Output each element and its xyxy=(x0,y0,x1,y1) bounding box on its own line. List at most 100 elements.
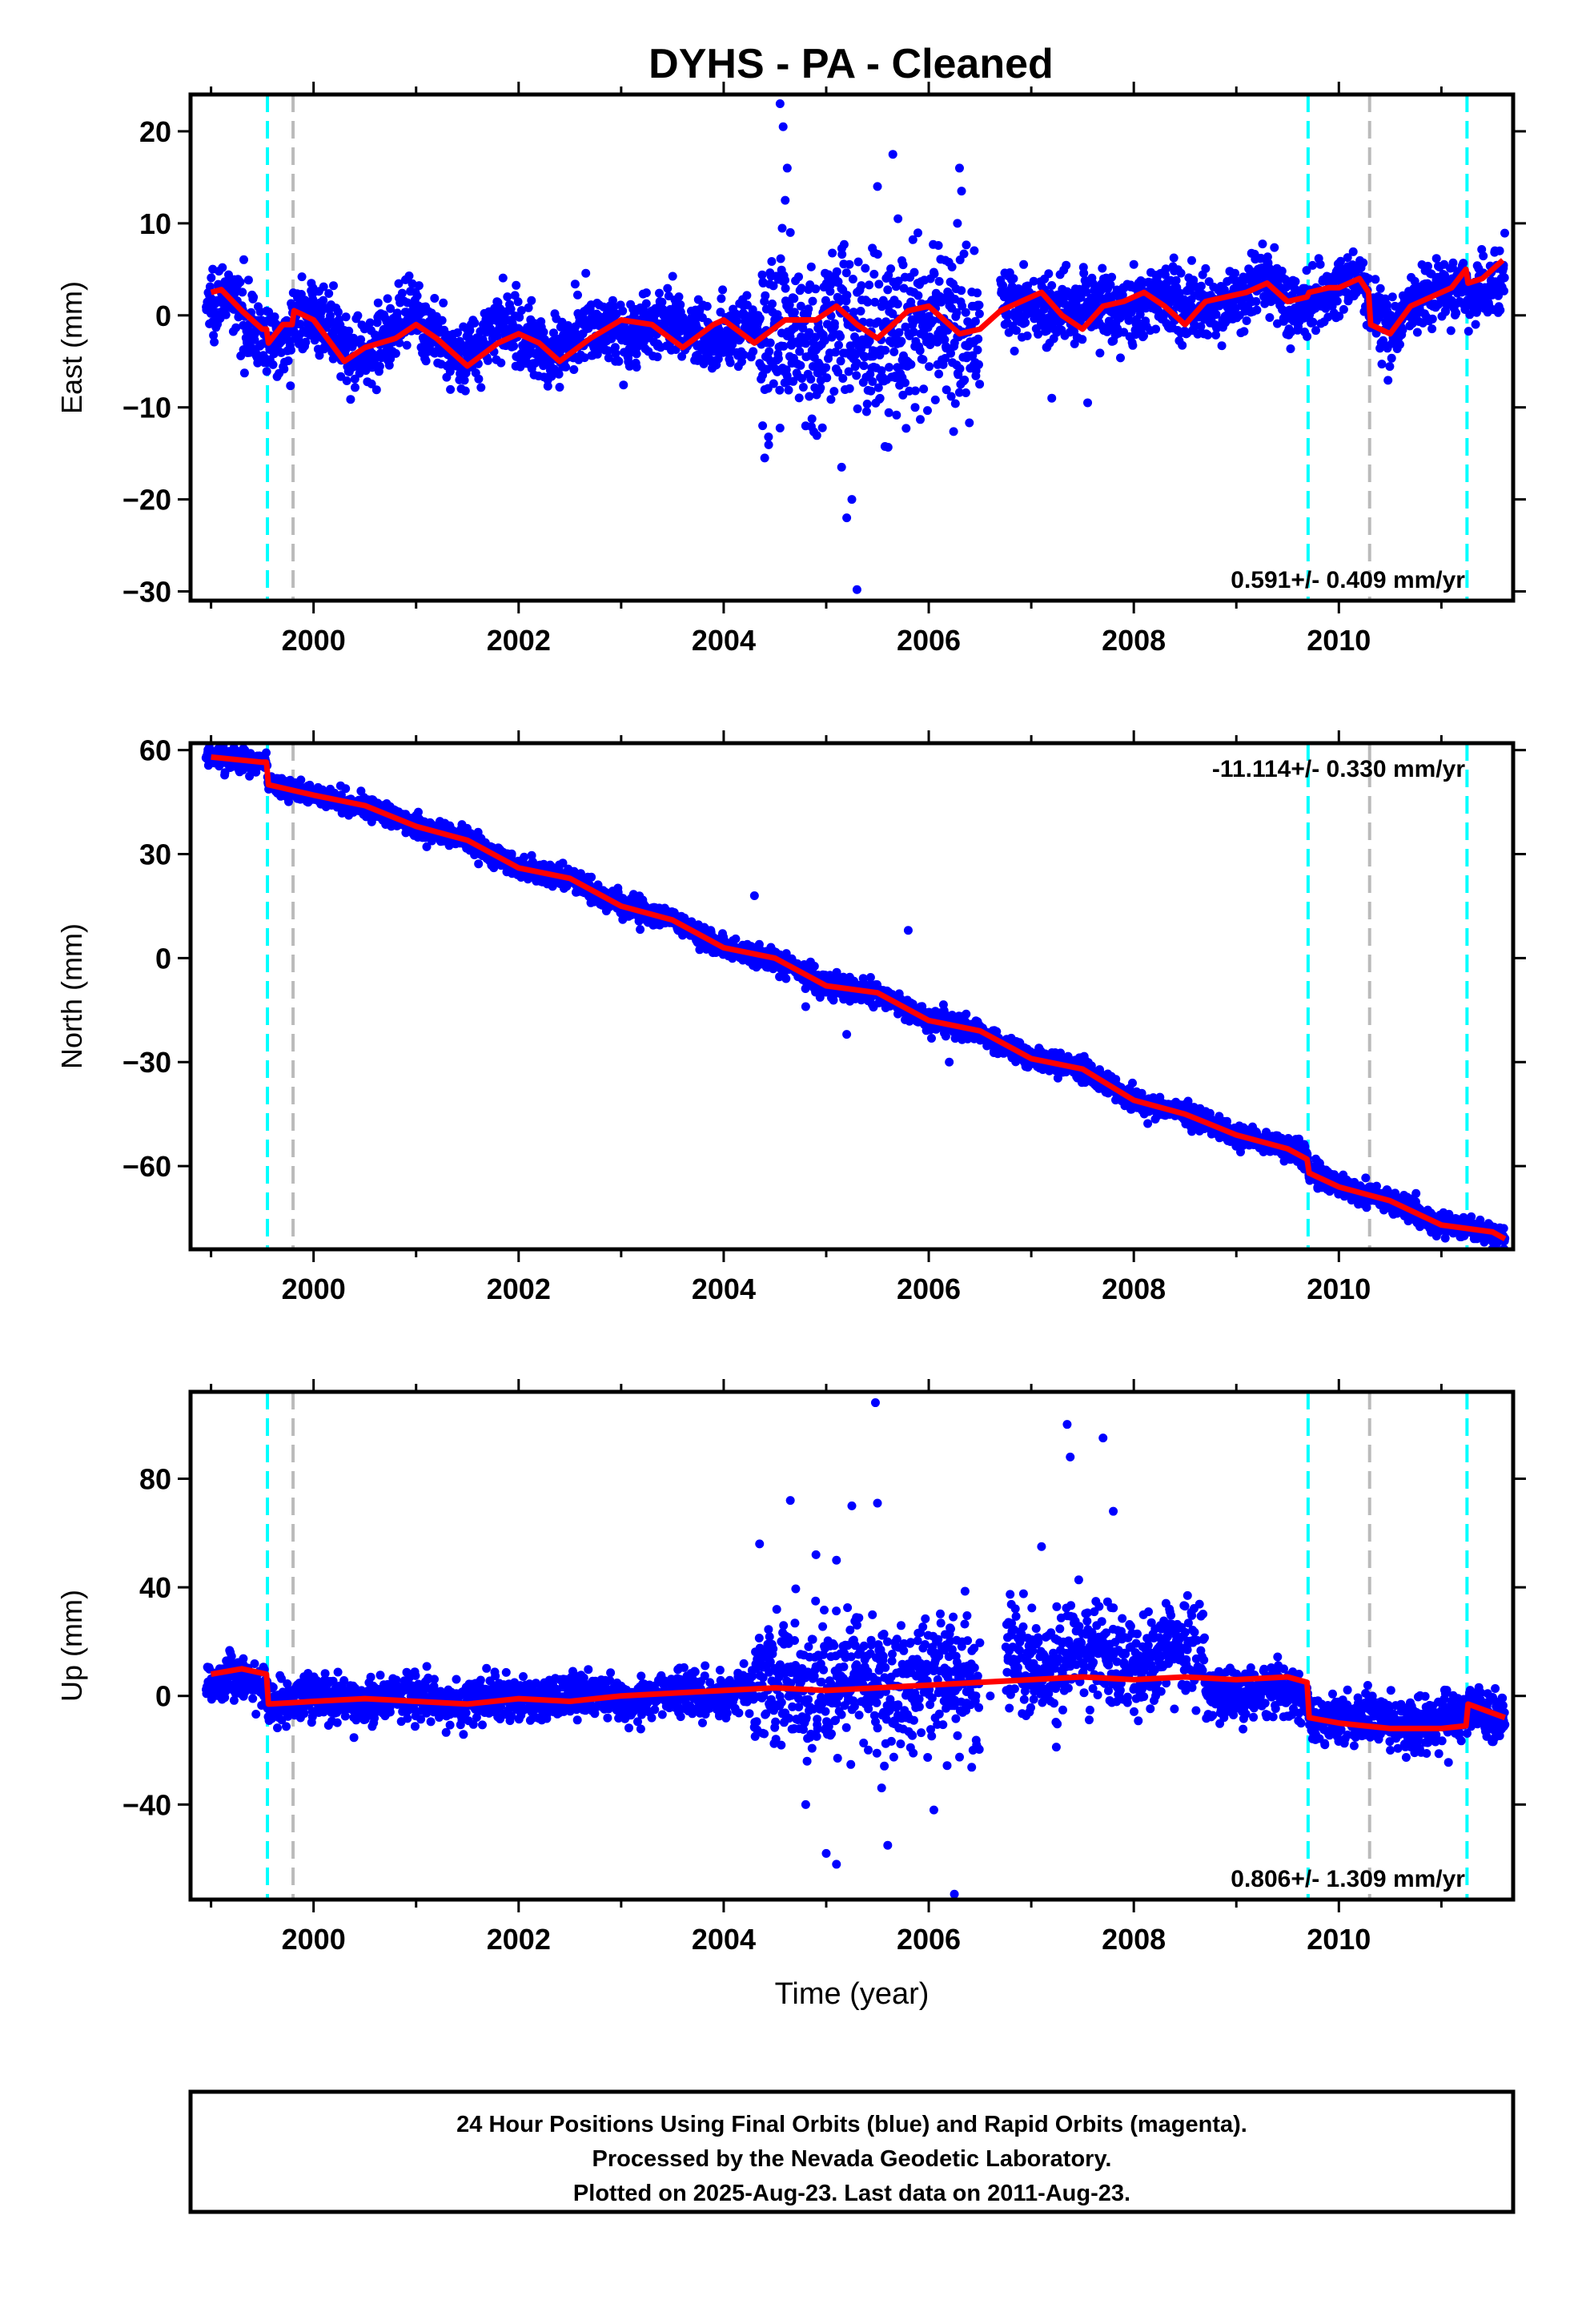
east-point xyxy=(496,358,506,368)
east-point xyxy=(873,250,882,259)
east-point xyxy=(834,340,843,350)
east-point xyxy=(873,383,883,392)
east-point xyxy=(1252,305,1262,315)
east-point xyxy=(974,334,983,344)
east-point xyxy=(218,263,227,272)
east-point xyxy=(829,387,839,396)
east-point xyxy=(1154,279,1164,289)
east-point xyxy=(1303,332,1312,341)
east-point xyxy=(1302,266,1311,275)
east-x-tick-label-2000: 2000 xyxy=(282,624,346,657)
east-point xyxy=(865,336,874,346)
east-point xyxy=(801,339,810,348)
east-point xyxy=(383,294,392,304)
east-point xyxy=(910,403,920,412)
east-point xyxy=(893,300,902,309)
east-point xyxy=(881,317,891,327)
east-y-tick-label-0: 0 xyxy=(155,300,171,332)
east-point xyxy=(543,381,552,391)
east-point xyxy=(453,328,462,337)
east-point xyxy=(923,406,932,416)
east-point xyxy=(657,297,667,307)
east-point xyxy=(965,418,974,428)
east-point xyxy=(1363,274,1373,283)
east-outlier-point-6 xyxy=(758,421,768,431)
east-outlier-point-19 xyxy=(1047,393,1057,403)
east-point xyxy=(870,297,880,307)
east-point xyxy=(351,383,359,392)
east-point xyxy=(869,269,879,279)
east-point xyxy=(725,358,735,368)
east-y-tick-label-10: 10 xyxy=(139,207,171,240)
east-outlier-point-12 xyxy=(873,182,882,191)
east-point xyxy=(940,335,950,344)
east-point xyxy=(1010,346,1019,356)
east-point xyxy=(737,357,746,367)
east-point xyxy=(1258,239,1267,249)
east-outlier-point-15 xyxy=(954,163,964,173)
east-point xyxy=(641,288,651,298)
east-outlier-point-13 xyxy=(893,214,903,223)
east-point xyxy=(732,316,741,326)
east-point xyxy=(618,306,628,316)
east-outlier-point-2 xyxy=(782,163,792,173)
east-point xyxy=(973,288,982,298)
east-point xyxy=(897,336,906,346)
east-point xyxy=(384,360,394,370)
east-point xyxy=(755,314,765,323)
east-point xyxy=(402,340,412,350)
east-point xyxy=(268,360,278,369)
east-point xyxy=(1291,277,1300,286)
east-point xyxy=(287,345,295,355)
east-point xyxy=(1452,308,1461,318)
east-point xyxy=(319,282,328,292)
east-point xyxy=(1339,304,1348,314)
east-point xyxy=(270,312,279,322)
east-x-tick-label-2008: 2008 xyxy=(1102,624,1166,657)
east-point xyxy=(820,336,829,345)
east-point xyxy=(1431,254,1441,263)
east-point xyxy=(243,275,253,285)
east-point xyxy=(1382,300,1391,309)
east-point xyxy=(1196,322,1206,332)
east-point xyxy=(947,262,957,271)
east-point xyxy=(506,304,516,314)
north-point xyxy=(474,859,484,869)
east-point xyxy=(777,223,787,233)
east-point xyxy=(1082,280,1091,290)
east-model-line xyxy=(210,258,1505,369)
east-point xyxy=(962,240,971,250)
east-point xyxy=(235,277,245,287)
east-point xyxy=(916,415,925,424)
east-point xyxy=(808,296,817,306)
east-point xyxy=(655,288,664,298)
east-point xyxy=(885,363,894,372)
east-point xyxy=(515,312,524,322)
north-plot-area xyxy=(201,743,1510,1249)
east-point xyxy=(430,294,440,303)
east-point xyxy=(959,249,969,259)
east-point xyxy=(789,294,799,304)
east-point xyxy=(717,294,726,304)
east-point xyxy=(767,257,777,266)
east-point xyxy=(619,380,628,390)
east-outlier-point-8 xyxy=(847,495,857,505)
east-point xyxy=(910,386,920,396)
east-point xyxy=(1231,268,1240,278)
east-point xyxy=(1385,362,1395,372)
east-point xyxy=(301,337,311,347)
east-point xyxy=(769,281,778,291)
east-point xyxy=(1315,259,1325,269)
east-point xyxy=(960,376,970,384)
east-point xyxy=(955,364,965,373)
north-point xyxy=(829,995,838,1005)
east-point xyxy=(315,351,324,360)
east-point xyxy=(1412,328,1422,337)
east-point xyxy=(1311,326,1320,336)
east-point xyxy=(549,328,558,338)
east-point xyxy=(652,308,661,318)
east-y-axis-label: East (mm) xyxy=(55,281,88,414)
east-y-tick-label-20: 20 xyxy=(139,115,171,148)
east-point xyxy=(1427,324,1437,334)
east-point xyxy=(954,388,964,397)
